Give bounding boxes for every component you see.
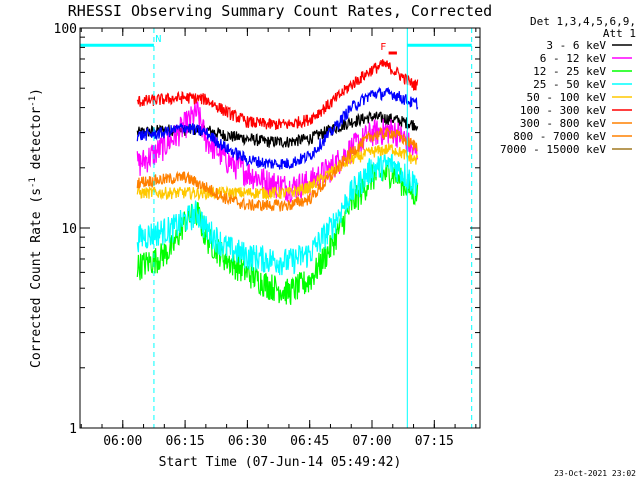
series-line-4 [136,143,419,202]
series-layer [136,59,419,305]
y-label-sup2: -1 [28,96,38,107]
series-line-3 [136,153,419,276]
svg-text:Corrected Count Rate (s-1 dete: Corrected Count Rate (s-1 detector-1) [28,88,44,368]
timestamp: 23-Oct-2021 23:02 [554,469,636,478]
chart-title: RHESSI Observing Summary Count Rates, Co… [68,2,492,20]
legend-label-4: 50 - 100 keV [527,91,607,104]
marker-f: F [380,42,386,53]
series-line-2 [136,162,419,305]
axis-ticks: 06:00 06:15 06:30 06:45 07:00 07:15 1 10 100 [54,22,480,449]
y-axis-label: Corrected Count Rate (s-1 detector-1) [28,88,44,368]
legend-label-0: 3 - 6 keV [546,39,606,52]
x-tick-label-0: 06:00 [103,434,142,449]
legend-label-7: 800 - 7000 keV [513,130,606,143]
y-tick-label-1: 10 [61,222,77,237]
x-tick-label-5: 07:15 [415,434,454,449]
y-label-end: ) [29,88,44,96]
legend-label-6: 300 - 800 keV [520,117,606,130]
legend-label-8: 7000 - 15000 keV [500,143,606,156]
y-tick-label-2: 100 [54,22,77,37]
x-tick-label-1: 06:15 [166,434,205,449]
x-tick-label-3: 06:45 [290,434,329,449]
y-label-sup1: -1 [28,177,38,188]
legend-label-2: 12 - 25 keV [533,65,606,78]
series-line-5 [136,59,419,131]
legend-label-1: 6 - 12 keV [540,52,607,65]
legend-label-5: 100 - 300 keV [520,104,606,117]
legend-header-1: Att 1 [603,27,636,40]
x-axis-label: Start Time (07-Jun-14 05:49:42) [159,455,402,470]
x-tick-label-4: 07:00 [352,434,391,449]
series-line-6 [136,126,418,212]
series-line-1 [136,101,419,204]
legend-label-3: 25 - 50 keV [533,78,606,91]
y-label-mid: detector [29,107,44,178]
x-tick-label-2: 06:30 [228,434,267,449]
legend-header-0: Det 1,3,4,5,6,9, [530,15,636,28]
y-tick-label-0: 1 [69,422,77,437]
series-line-9 [136,86,419,170]
y-label-main: Corrected Count Rate (s [29,188,44,368]
marker-n: N [155,34,161,45]
